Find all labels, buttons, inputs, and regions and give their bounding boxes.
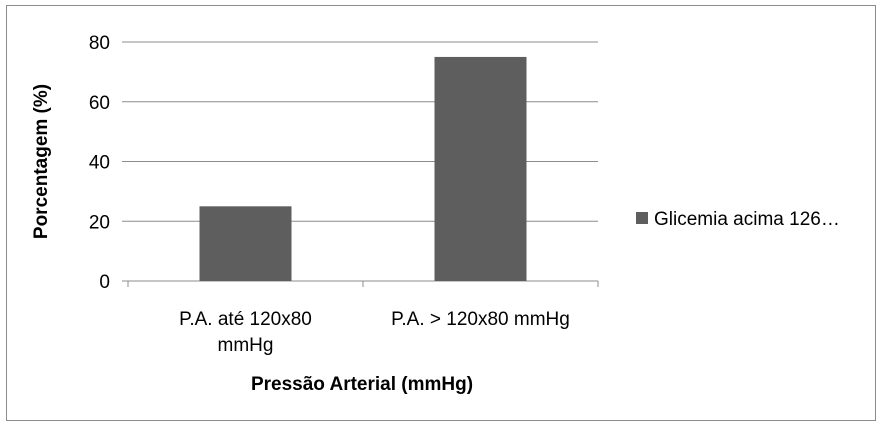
x-tick-label: P.A. > 120x80 mmHg <box>391 309 570 330</box>
bar <box>199 206 292 281</box>
y-axis-title: Porcentagem (%) <box>31 84 52 239</box>
legend-swatch <box>636 212 648 224</box>
legend: Glicemia acima 126… <box>636 209 840 230</box>
y-tick-label: 80 <box>89 33 110 54</box>
y-tick-label: 20 <box>89 212 110 233</box>
x-tick-labels: P.A. até 120x80 mmHg P.A. > 120x80 mmHg <box>179 309 570 356</box>
y-tick-labels: 0 20 40 60 80 <box>89 33 110 293</box>
legend-label: Glicemia acima 126… <box>654 209 840 230</box>
bars <box>199 56 527 281</box>
y-tick-label: 60 <box>89 93 110 114</box>
x-tick-label: P.A. até 120x80 mmHg <box>179 309 312 356</box>
gridlines <box>122 41 599 287</box>
y-tick-label: 40 <box>89 153 110 174</box>
bar <box>434 56 527 281</box>
y-tick-label: 0 <box>99 272 110 293</box>
x-axis-title: Pressão Arterial (mmHg) <box>251 374 473 395</box>
